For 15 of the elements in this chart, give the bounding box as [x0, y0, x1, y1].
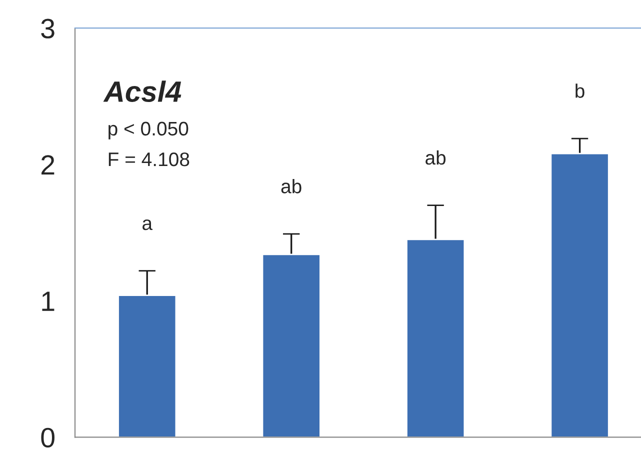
y-tick-label: 1 [42, 292, 54, 311]
annotation: F = 4.108 [108, 152, 190, 166]
annotation: p < 0.050 [108, 122, 188, 140]
bar [550, 152, 610, 438]
text: Acsl4 [103, 80, 182, 102]
annotation: ab [281, 179, 302, 194]
y-tick-label: 0 [41, 428, 54, 448]
annotation: ab [426, 150, 446, 165]
bar [406, 238, 466, 438]
bar [262, 254, 321, 438]
annotation: a [142, 219, 153, 230]
bar [118, 294, 177, 438]
y-tick-label: 3 [41, 18, 54, 38]
annotation: b [576, 84, 584, 98]
y-tick-label: 2 [42, 155, 54, 175]
